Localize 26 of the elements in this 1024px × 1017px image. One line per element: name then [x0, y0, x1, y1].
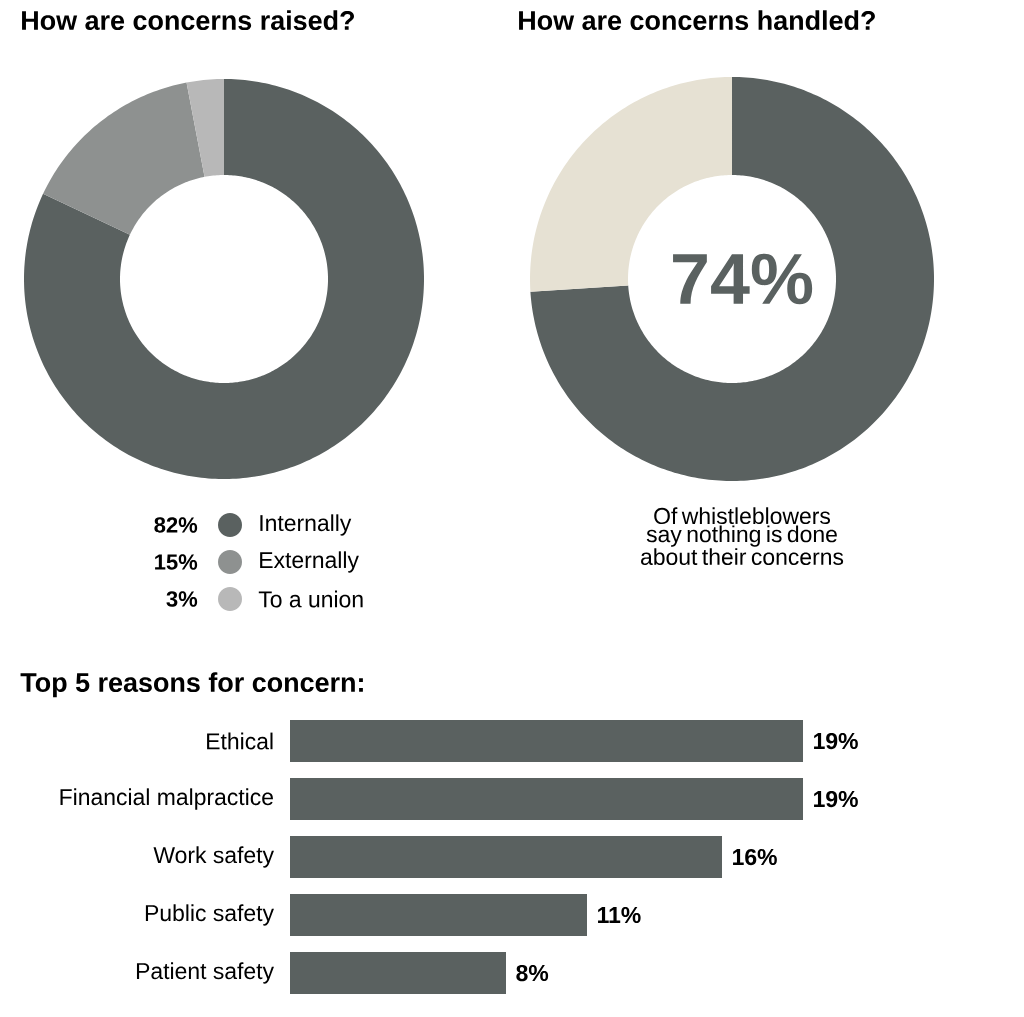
bar	[290, 836, 723, 879]
bar	[290, 952, 506, 995]
y-tick-label: Patient safety	[136, 962, 274, 984]
y-tick-label: Ethical	[207, 732, 273, 750]
legend-label: To a union	[258, 590, 363, 608]
data-label: 15%	[155, 554, 198, 570]
data-label: 19%	[814, 732, 858, 750]
data-label: 8%	[516, 964, 549, 982]
data-label: 3%	[166, 591, 198, 607]
data-label: 19%	[814, 790, 858, 808]
bar	[290, 720, 804, 763]
y-tick-label: Work safety	[153, 846, 274, 868]
data-label: 74%	[673, 253, 813, 305]
chart-title: How are concerns handled?	[519, 10, 875, 31]
chart-title: Top 5 reasons for concern:	[20, 672, 363, 698]
data-label: 16%	[733, 848, 777, 866]
legend-label: Externally	[260, 551, 359, 573]
bar	[290, 778, 804, 821]
legend-label: Internally	[260, 514, 352, 536]
y-tick-label: Financial malpractice	[60, 788, 273, 810]
data-label: 11%	[598, 906, 641, 924]
data-label: 82%	[154, 517, 198, 533]
text: Of whistleblowers say nothing is done about their concerns	[641, 507, 844, 566]
chart-title: How are concerns raised?	[22, 10, 354, 31]
bar	[290, 894, 587, 937]
y-tick-label: Public safety	[145, 904, 274, 926]
